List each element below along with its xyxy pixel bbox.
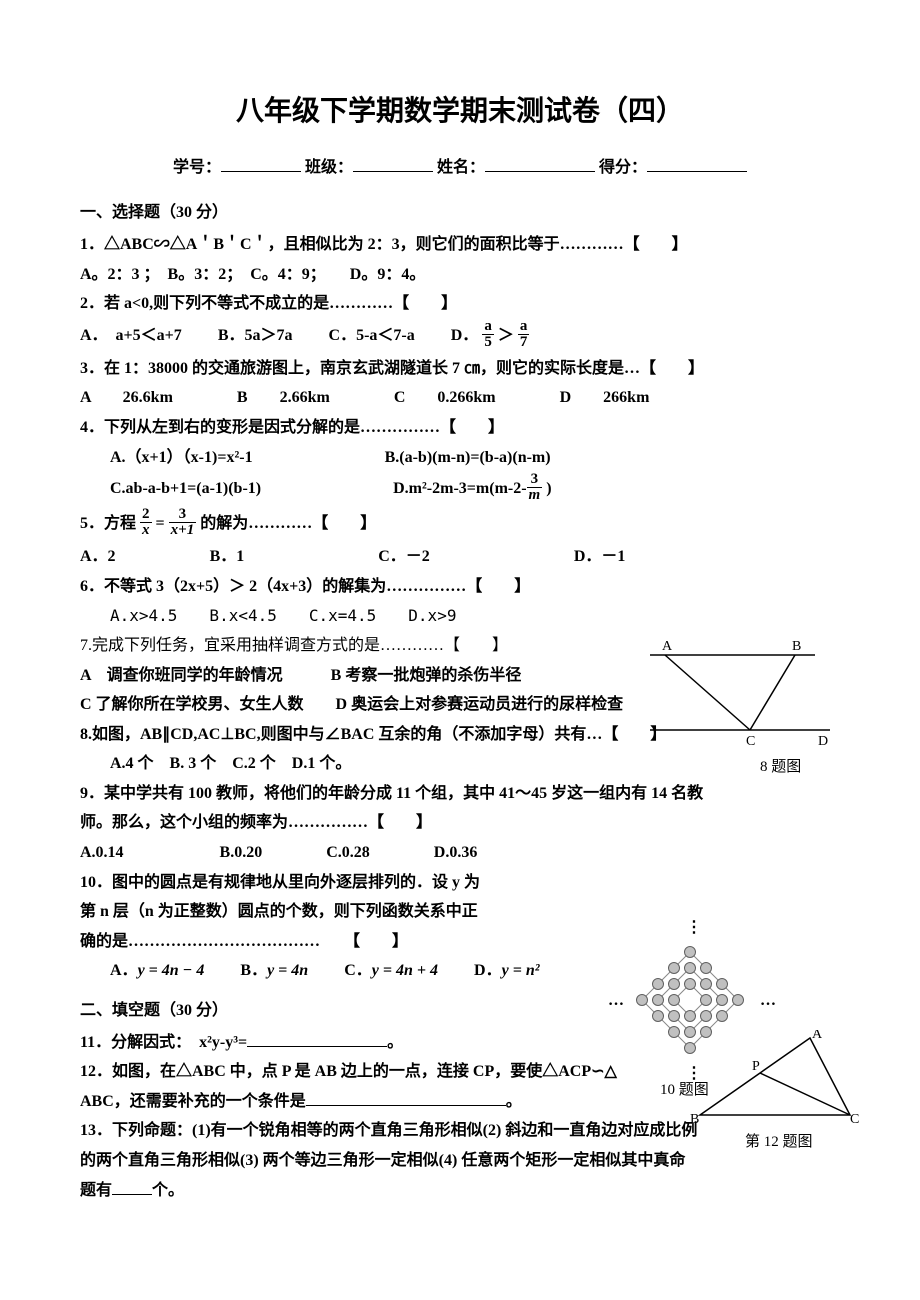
q5-eq: = bbox=[156, 515, 169, 532]
q6-options: A.x>4.5 B.x<4.5 C.x=4.5 D.x>9 bbox=[80, 603, 840, 629]
class-label: 班级： bbox=[305, 159, 353, 176]
q5-frac2: 3x+1 bbox=[169, 507, 197, 538]
q13-line3-suffix: 个。 bbox=[152, 1182, 184, 1199]
q2-opt-c: C．5-a＜7-a bbox=[329, 327, 415, 344]
section-1-header: 一、选择题（30 分） bbox=[80, 200, 840, 226]
q5-opt-a: A．2 bbox=[80, 548, 116, 565]
student-id-blank[interactable] bbox=[221, 171, 301, 172]
q5-opt-b: B．1 bbox=[210, 548, 245, 565]
q10-c-label: C． bbox=[344, 962, 372, 979]
q12-line2-suffix: 。 bbox=[506, 1093, 522, 1110]
q1-options: A。2：3 ； B。3：2； C。4：9； D。9：4。 bbox=[80, 262, 840, 288]
q3-opt-d: D 266km bbox=[560, 389, 650, 406]
fig8-label-b: B bbox=[792, 640, 801, 654]
q13-line3: 题有 个。 bbox=[80, 1178, 840, 1204]
q10-b-eq: y = 4n bbox=[267, 962, 308, 979]
svg-text:…: … bbox=[608, 992, 624, 1009]
name-blank[interactable] bbox=[485, 171, 595, 172]
q3-stem: 3．在 1：38000 的交通旅游图上，南京玄武湖隧道长 7 ㎝，则它的实际长度… bbox=[80, 356, 840, 382]
svg-text:…: … bbox=[760, 992, 776, 1009]
q4-d-suffix: ) bbox=[542, 480, 551, 497]
q5-prefix: 5．方程 bbox=[80, 515, 140, 532]
q10-a-eq: y = 4n − 4 bbox=[138, 962, 205, 979]
q3-opt-b: B 2.66km bbox=[237, 389, 330, 406]
score-label: 得分： bbox=[599, 159, 647, 176]
q2-gt: ＞ bbox=[498, 327, 514, 344]
q5-options: A．2 B．1 C．－2 D．－1 bbox=[80, 544, 840, 570]
name-label: 姓名： bbox=[437, 159, 485, 176]
q10-b-label: B． bbox=[240, 962, 267, 979]
q9-options: A.0.14 B.0.20 C.0.28 D.0.36 bbox=[80, 840, 840, 866]
q2-d-prefix: D． bbox=[451, 327, 479, 344]
fig12-label-a: A bbox=[812, 1030, 823, 1042]
student-id-label: 学号： bbox=[173, 159, 221, 176]
q13-line3-prefix: 题有 bbox=[80, 1182, 112, 1199]
fig12-label-c: C bbox=[850, 1112, 859, 1127]
q2-options: A． a+5＜a+7 B．5a＞7a C．5-a＜7-a D． a5 ＞ a7 bbox=[80, 321, 840, 352]
fig8-caption: 8 题图 bbox=[760, 755, 801, 779]
q2-frac1: a5 bbox=[482, 319, 494, 350]
q3-opt-a: A 26.6km bbox=[80, 389, 173, 406]
q2-opt-a: A． a+5＜a+7 bbox=[80, 327, 182, 344]
class-blank[interactable] bbox=[353, 171, 433, 172]
q10-a-label: A． bbox=[110, 962, 138, 979]
q4-line2: C.ab-a-b+1=(a-1)(b-1) D.m²-2m-3=m(m-2-3m… bbox=[80, 474, 840, 505]
q3-opt-c: C 0.266km bbox=[394, 389, 496, 406]
score-blank[interactable] bbox=[647, 171, 747, 172]
q2-opt-d: D． a5 ＞ a7 bbox=[451, 327, 530, 344]
q12-line2-prefix: ABC，还需要补充的一个条件是 bbox=[80, 1093, 306, 1110]
figure-q8-svg: A B C D bbox=[640, 640, 840, 750]
page-title: 八年级下学期数学期末测试卷（四） bbox=[80, 90, 840, 135]
fig12-label-b: B bbox=[690, 1112, 699, 1127]
q4-stem: 4．下列从左到右的变形是因式分解的是……………【 】 bbox=[80, 415, 840, 441]
q5-opt-c: C．－2 bbox=[378, 548, 430, 565]
q10-d-eq: y = n² bbox=[502, 962, 540, 979]
q4-opt-d: D.m²-2m-3=m(m-2-3m ) bbox=[393, 480, 551, 497]
q4-d-frac: 3m bbox=[527, 472, 543, 503]
fig12-caption: 第 12 题图 bbox=[745, 1130, 813, 1154]
q5-opt-d: D．－1 bbox=[574, 548, 626, 565]
figure-q12: A B C P 第 12 题图 bbox=[690, 1030, 860, 1160]
fig8-label-a: A bbox=[662, 640, 673, 654]
q1-stem: 1．△ABC∽△A＇B＇C＇，且相似比为 2：3，则它们的面积比等于…………【 … bbox=[80, 232, 840, 258]
q10-line1: 10．图中的圆点是有规律地从里向外逐层排列的．设 y 为 bbox=[80, 870, 840, 896]
q10-c-eq: y = 4n + 4 bbox=[372, 962, 438, 979]
q11-suffix: 。 bbox=[387, 1034, 403, 1051]
q4-d-prefix: D.m²-2m-3=m(m-2- bbox=[393, 480, 526, 497]
q12-blank[interactable] bbox=[306, 1105, 506, 1106]
q4-opt-c: C.ab-a-b+1=(a-1)(b-1) bbox=[110, 480, 261, 497]
svg-text:⋮: ⋮ bbox=[686, 920, 702, 936]
q9-line1: 9．某中学共有 100 教师，将他们的年龄分成 11 个组，其中 41～45 岁… bbox=[80, 781, 840, 807]
q3-options: A 26.6km B 2.66km C 0.266km D 266km bbox=[80, 385, 840, 411]
figure-q12-svg: A B C P bbox=[690, 1030, 860, 1130]
q4-opt-a: A.（x+1）（x-1)=x²-1 bbox=[110, 449, 253, 466]
q2-opt-b: B．5a＞7a bbox=[218, 327, 293, 344]
q5-frac1: 2x bbox=[140, 507, 152, 538]
q4-line1: A.（x+1）（x-1)=x²-1 B.(a-b)(m-n)=(b-a)(n-m… bbox=[80, 445, 840, 471]
q11-prefix: 11．分解因式： x²y-y³= bbox=[80, 1034, 247, 1051]
fig12-label-p: P bbox=[752, 1059, 760, 1074]
q6-stem: 6．不等式 3（2x+5）＞ 2（4x+3）的解集为……………【 】 bbox=[80, 574, 840, 600]
q5-stem: 5．方程 2x = 3x+1 的解为…………【 】 bbox=[80, 509, 840, 540]
figure-q8: A B C D 8 题图 bbox=[640, 640, 840, 780]
q4-opt-b: B.(a-b)(m-n)=(b-a)(n-m) bbox=[385, 449, 551, 466]
fig8-label-c: C bbox=[746, 734, 755, 749]
q10-d-label: D． bbox=[474, 962, 502, 979]
q13-blank[interactable] bbox=[112, 1194, 152, 1195]
q9-line2: 师。那么，这个小组的频率为……………【 】 bbox=[80, 810, 840, 836]
student-info-line: 学号： 班级： 姓名： 得分： bbox=[80, 155, 840, 181]
q2-stem: 2．若 a<0,则下列不等式不成立的是…………【 】 bbox=[80, 291, 840, 317]
q2-frac2: a7 bbox=[518, 319, 530, 350]
q5-suffix: 的解为…………【 】 bbox=[200, 515, 376, 532]
fig8-label-d: D bbox=[818, 734, 828, 749]
q11-blank[interactable] bbox=[247, 1046, 387, 1047]
